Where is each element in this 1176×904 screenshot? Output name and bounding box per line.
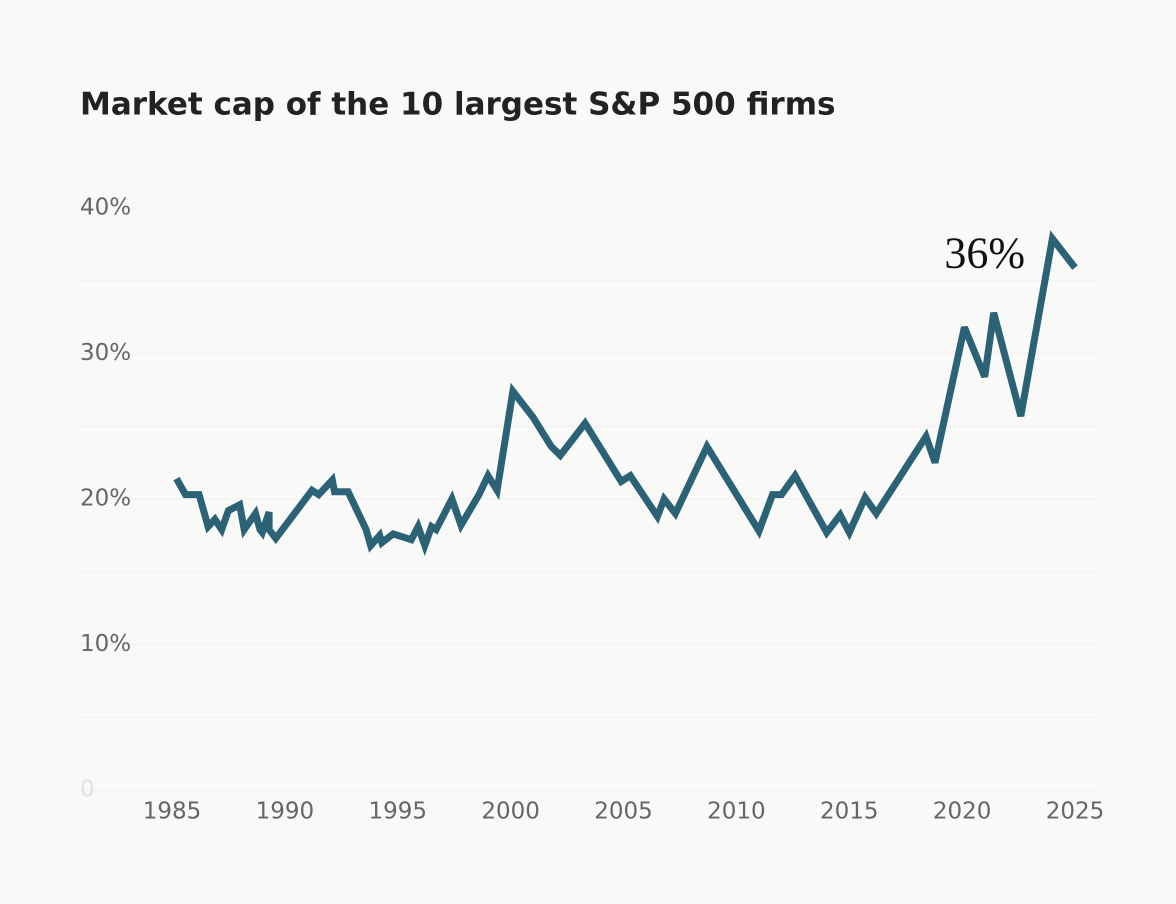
x-tick-label: 2015 [820,799,879,825]
x-tick-label: 2020 [933,799,992,825]
y-tick-label: 0 [80,777,95,803]
x-tick-label: 2000 [481,799,540,825]
line-series [173,230,1078,557]
x-tick-label: 2025 [1046,799,1105,825]
x-tick-label: 1990 [256,799,315,825]
x-tick-label: 2010 [707,799,766,825]
x-tick-label: 2005 [594,799,653,825]
y-tick-label: 40% [80,195,131,221]
x-tick-label: 1985 [143,799,202,825]
y-tick-label: 20% [80,486,131,512]
y-tick-label: 30% [80,340,131,366]
x-tick-label: 1995 [368,799,427,825]
y-tick-label: 10% [80,631,131,657]
annotation: 36% [944,229,1025,278]
chart-title: Market cap of the 10 largest S&P 500 fir… [80,87,835,123]
